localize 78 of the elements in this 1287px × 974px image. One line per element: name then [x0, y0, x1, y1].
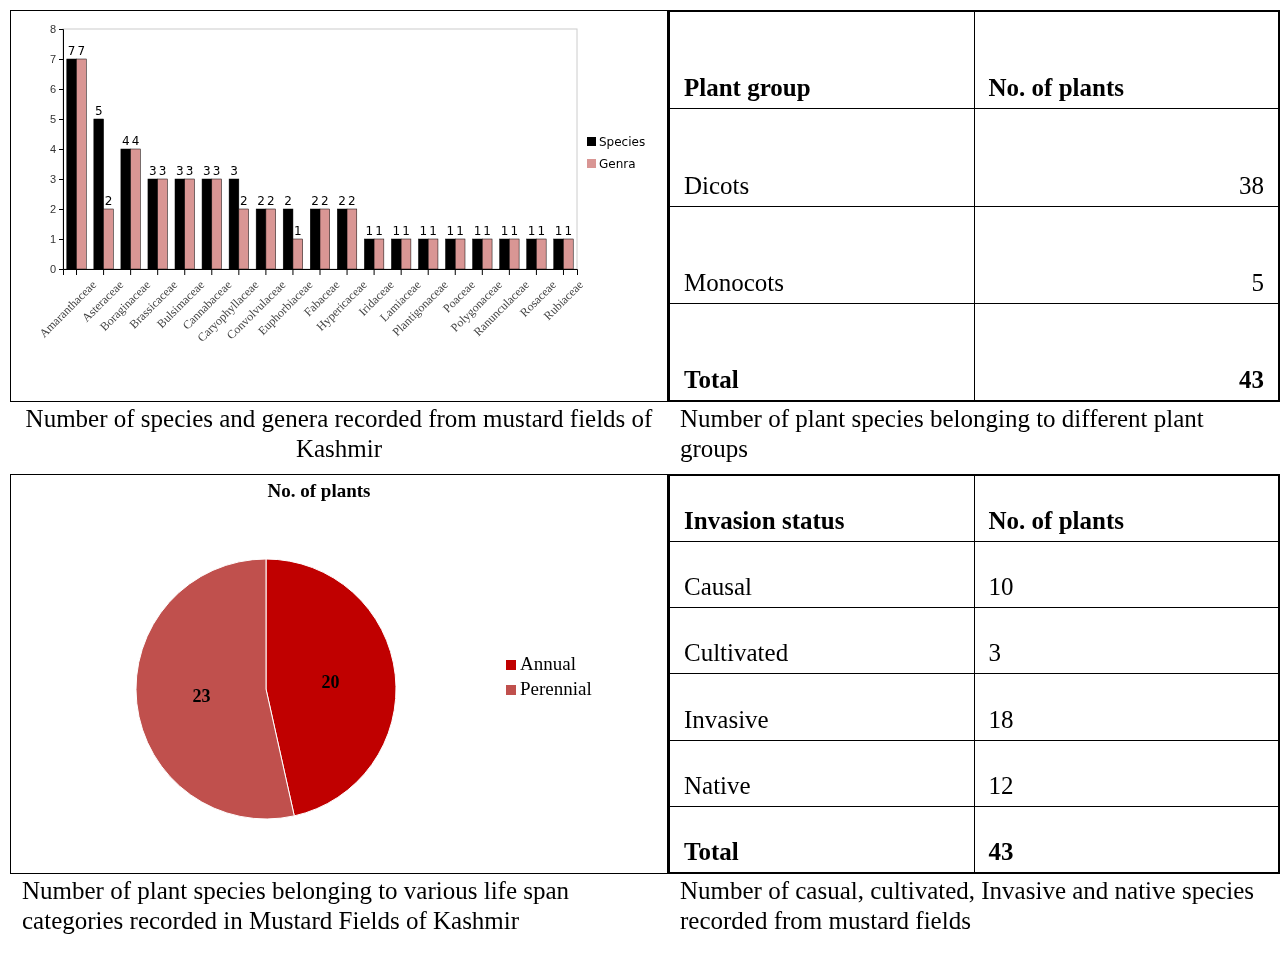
- data-label: 4: [131, 134, 140, 148]
- data-label: 1: [510, 224, 519, 238]
- data-label: 2: [257, 194, 265, 208]
- data-label: 5: [94, 104, 103, 118]
- data-label: 3: [974, 607, 1279, 674]
- y-tick-label: 3: [49, 173, 56, 186]
- data-label: 38: [974, 108, 1279, 206]
- category-label: Causal: [669, 541, 974, 608]
- data-label: 1: [294, 224, 302, 238]
- text: Invasion status: [669, 475, 974, 542]
- text: Number of species and genera recorded from mustard fields of Kashmir: [24, 404, 654, 464]
- text: No. of plants: [974, 11, 1279, 109]
- text: Number of plant species belonging to different plant groups: [679, 404, 1205, 464]
- category-label: Dicots: [669, 108, 974, 206]
- data-label: 1: [564, 224, 573, 238]
- data-label: 1: [446, 224, 455, 238]
- y-tick-label: 0: [49, 263, 56, 276]
- legend-label: Annual: [520, 653, 576, 674]
- y-tick-label: 5: [49, 113, 56, 126]
- data-label: 5: [974, 206, 1279, 304]
- data-label: 1: [402, 224, 410, 238]
- data-label: 1: [419, 224, 428, 238]
- data-label: 20: [321, 672, 340, 693]
- data-label: 43: [974, 806, 1279, 873]
- y-tick-label: 7: [49, 53, 56, 66]
- data-label: 4: [121, 134, 130, 148]
- y-tick-label: 6: [49, 83, 56, 96]
- category-label: Cultivated: [669, 607, 974, 674]
- data-label: 2: [311, 194, 319, 208]
- data-label: 12: [974, 740, 1279, 807]
- data-label: 3: [176, 164, 184, 178]
- data-label: 1: [483, 224, 492, 238]
- data-label: 1: [500, 224, 509, 238]
- data-label: 1: [392, 224, 401, 238]
- chart-title: No. of plants: [267, 480, 371, 501]
- data-label: 1: [365, 224, 374, 238]
- data-label: 1: [473, 224, 482, 238]
- data-label: 2: [321, 194, 329, 208]
- data-label: 7: [77, 44, 86, 58]
- y-tick-label: 8: [49, 23, 56, 36]
- data-label: 23: [192, 686, 211, 707]
- data-label: 3: [230, 164, 238, 178]
- data-label: 1: [527, 224, 536, 238]
- data-label: 2: [348, 194, 356, 208]
- data-label: 2: [239, 194, 248, 208]
- data-label: 1: [429, 224, 437, 238]
- text: Number of plant species belonging to various life span categories recorded in Mustard Fields of Kashmir: [21, 876, 571, 936]
- y-tick-label: 4: [49, 143, 56, 156]
- data-label: 10: [974, 541, 1279, 608]
- data-label: 3: [212, 164, 221, 178]
- data-label: 43: [974, 303, 1279, 401]
- data-label: 1: [554, 224, 563, 238]
- y-tick-label: 1: [49, 233, 56, 246]
- data-label: 3: [203, 164, 211, 178]
- data-label: 3: [185, 164, 194, 178]
- text: Number of casual, cultivated, Invasive and native species recorded from mustard fields: [679, 876, 1256, 936]
- data-label: 2: [104, 194, 113, 208]
- data-label: 1: [456, 224, 464, 238]
- category-label: Total: [669, 303, 974, 401]
- legend-label: Perennial: [520, 678, 592, 699]
- legend-label: Species: [599, 135, 646, 149]
- data-label: 7: [67, 44, 76, 58]
- y-tick-label: 2: [49, 203, 56, 216]
- text: Plant group: [669, 11, 974, 109]
- data-label: 3: [148, 164, 157, 178]
- data-label: 3: [158, 164, 167, 178]
- data-label: 2: [266, 194, 275, 208]
- legend-label: Genra: [599, 157, 636, 171]
- text: No. of plants: [974, 475, 1279, 542]
- category-label: Native: [669, 740, 974, 807]
- data-label: 1: [537, 224, 546, 238]
- category-label: Invasive: [669, 673, 974, 741]
- data-label: 1: [375, 224, 383, 238]
- category-label: Total: [669, 806, 974, 873]
- data-label: 18: [974, 673, 1279, 741]
- data-label: 2: [284, 194, 292, 208]
- category-label: Monocots: [669, 206, 974, 304]
- data-label: 2: [338, 194, 346, 208]
